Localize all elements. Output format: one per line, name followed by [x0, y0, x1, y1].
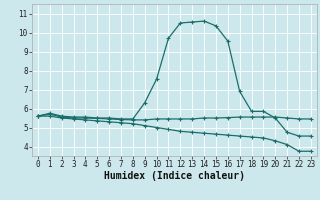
X-axis label: Humidex (Indice chaleur): Humidex (Indice chaleur) [104, 171, 245, 181]
